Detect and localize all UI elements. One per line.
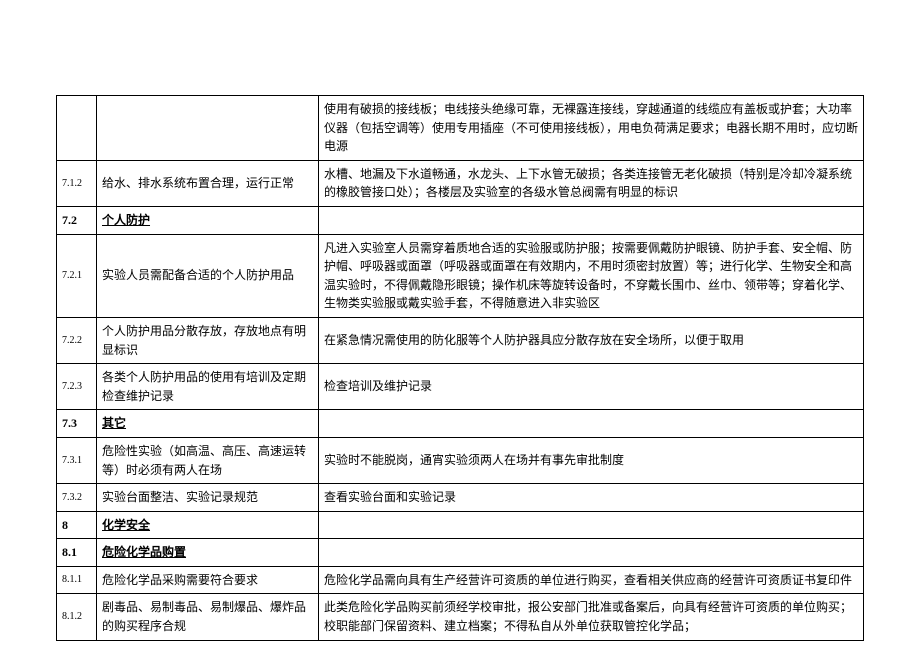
row-label: 实验台面整洁、实验记录规范	[97, 484, 319, 512]
row-label: 其它	[97, 410, 319, 438]
row-index	[57, 96, 97, 161]
row-index: 8.1.1	[57, 566, 97, 594]
row-description	[319, 511, 864, 539]
row-label: 各类个人防护用品的使用有培训及定期检查维护记录	[97, 364, 319, 410]
row-index: 7.3.2	[57, 484, 97, 512]
table-row: 7.2.1实验人员需配备合适的个人防护用品凡进入实验室人员需穿着质地合适的实验服…	[57, 234, 864, 317]
table-row: 7.3.1危险性实验（如高温、高压、高速运转等）时必须有两人在场实验时不能脱岗，…	[57, 437, 864, 483]
row-label: 危险化学品购置	[97, 539, 319, 567]
row-label: 危险化学品采购需要符合要求	[97, 566, 319, 594]
row-label: 危险性实验（如高温、高压、高速运转等）时必须有两人在场	[97, 437, 319, 483]
table-row: 8.1.1危险化学品采购需要符合要求危险化学品需向具有生产经营许可资质的单位进行…	[57, 566, 864, 594]
row-index: 7.2.2	[57, 317, 97, 363]
row-index: 8.1.2	[57, 594, 97, 640]
row-description: 在紧急情况需使用的防化服等个人防护器具应分散存放在安全场所，以便于取用	[319, 317, 864, 363]
row-index: 7.2	[57, 206, 97, 234]
table-row: 8化学安全	[57, 511, 864, 539]
table-row: 8.1危险化学品购置	[57, 539, 864, 567]
row-index: 7.2.3	[57, 364, 97, 410]
table-row: 7.3其它	[57, 410, 864, 438]
row-description	[319, 539, 864, 567]
table-row: 7.2个人防护	[57, 206, 864, 234]
table-row: 使用有破损的接线板；电线接头绝缘可靠，无裸露连接线，穿越通道的线缆应有盖板或护套…	[57, 96, 864, 161]
table-row: 7.2.2个人防护用品分散存放，存放地点有明显标识在紧急情况需使用的防化服等个人…	[57, 317, 864, 363]
row-description: 危险化学品需向具有生产经营许可资质的单位进行购买，查看相关供应商的经营许可资质证…	[319, 566, 864, 594]
row-index: 7.3.1	[57, 437, 97, 483]
row-description: 此类危险化学品购买前须经学校审批，报公安部门批准或备案后，向具有经营许可资质的单…	[319, 594, 864, 640]
row-label: 个人防护	[97, 206, 319, 234]
safety-checklist-table: 使用有破损的接线板；电线接头绝缘可靠，无裸露连接线，穿越通道的线缆应有盖板或护套…	[56, 95, 864, 641]
row-description: 使用有破损的接线板；电线接头绝缘可靠，无裸露连接线，穿越通道的线缆应有盖板或护套…	[319, 96, 864, 161]
row-description: 检查培训及维护记录	[319, 364, 864, 410]
row-description	[319, 206, 864, 234]
table-row: 7.1.2给水、排水系统布置合理，运行正常水槽、地漏及下水道畅通，水龙头、上下水…	[57, 160, 864, 206]
row-label: 实验人员需配备合适的个人防护用品	[97, 234, 319, 317]
row-description: 凡进入实验室人员需穿着质地合适的实验服或防护服；按需要佩戴防护眼镜、防护手套、安…	[319, 234, 864, 317]
row-index: 8.1	[57, 539, 97, 567]
row-description: 查看实验台面和实验记录	[319, 484, 864, 512]
row-label: 化学安全	[97, 511, 319, 539]
table-row: 7.2.3各类个人防护用品的使用有培训及定期检查维护记录检查培训及维护记录	[57, 364, 864, 410]
row-index: 7.3	[57, 410, 97, 438]
row-description	[319, 410, 864, 438]
row-index: 7.1.2	[57, 160, 97, 206]
row-label: 给水、排水系统布置合理，运行正常	[97, 160, 319, 206]
row-index: 8	[57, 511, 97, 539]
row-index: 7.2.1	[57, 234, 97, 317]
row-label: 剧毒品、易制毒品、易制爆品、爆炸品的购买程序合规	[97, 594, 319, 640]
row-label: 个人防护用品分散存放，存放地点有明显标识	[97, 317, 319, 363]
row-description: 实验时不能脱岗，通宵实验须两人在场并有事先审批制度	[319, 437, 864, 483]
table-row: 8.1.2剧毒品、易制毒品、易制爆品、爆炸品的购买程序合规此类危险化学品购买前须…	[57, 594, 864, 640]
row-label	[97, 96, 319, 161]
row-description: 水槽、地漏及下水道畅通，水龙头、上下水管无破损；各类连接管无老化破损（特别是冷却…	[319, 160, 864, 206]
table-row: 7.3.2实验台面整洁、实验记录规范查看实验台面和实验记录	[57, 484, 864, 512]
